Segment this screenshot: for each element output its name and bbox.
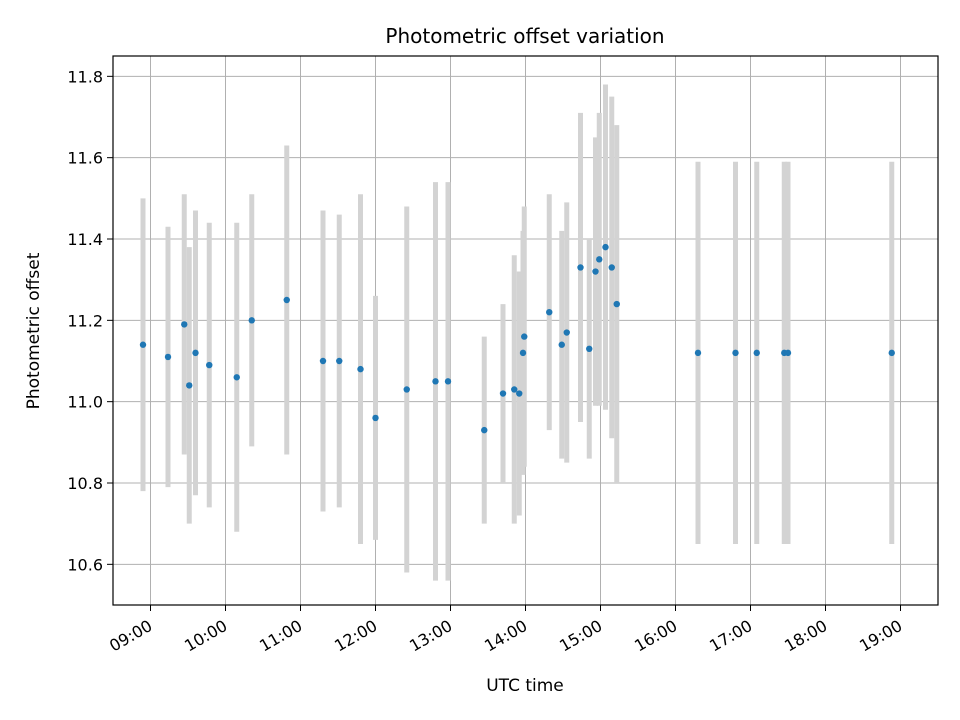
data-point bbox=[432, 378, 439, 385]
data-point bbox=[516, 390, 523, 397]
data-point bbox=[888, 349, 895, 357]
data-point bbox=[519, 349, 527, 357]
data-point bbox=[499, 390, 507, 397]
y-tick-label: 11.8 bbox=[67, 67, 103, 86]
chart-title: Photometric offset variation bbox=[385, 24, 664, 48]
data-point bbox=[206, 361, 213, 369]
data-point bbox=[586, 345, 593, 352]
data-point bbox=[181, 321, 188, 328]
data-point bbox=[403, 386, 410, 393]
data-points bbox=[139, 243, 895, 434]
data-point bbox=[732, 349, 739, 357]
data-point bbox=[248, 317, 255, 324]
data-point bbox=[558, 341, 565, 348]
data-point bbox=[694, 349, 702, 357]
data-point bbox=[372, 414, 379, 422]
data-point bbox=[596, 256, 603, 263]
data-point bbox=[164, 353, 172, 361]
data-point bbox=[444, 378, 452, 385]
data-point bbox=[784, 349, 792, 357]
x-axis-label: UTC time bbox=[486, 676, 564, 696]
data-point bbox=[521, 333, 528, 340]
y-axis-label: Photometric offset bbox=[24, 252, 44, 409]
data-point bbox=[753, 349, 760, 357]
data-point bbox=[613, 300, 620, 308]
data-point bbox=[283, 296, 290, 304]
y-tick-label: 10.6 bbox=[67, 555, 103, 574]
data-point bbox=[602, 243, 609, 251]
data-point bbox=[186, 382, 193, 389]
data-point bbox=[577, 264, 584, 271]
data-point bbox=[592, 268, 599, 275]
y-tick-label: 11.0 bbox=[67, 393, 103, 412]
data-point bbox=[511, 386, 518, 393]
data-point bbox=[608, 264, 615, 271]
data-point bbox=[563, 329, 570, 336]
data-point bbox=[319, 357, 327, 365]
data-point bbox=[357, 365, 364, 373]
data-point bbox=[336, 357, 343, 365]
data-point bbox=[192, 349, 199, 357]
y-tick-label: 11.2 bbox=[67, 311, 103, 330]
y-axis-ticks: 10.6 10.8 11.0 11.2 11.4 11.6 11.8 bbox=[67, 67, 113, 574]
data-point bbox=[481, 426, 488, 434]
y-tick-label: 11.4 bbox=[67, 230, 103, 249]
data-point bbox=[139, 341, 147, 348]
data-point bbox=[546, 309, 553, 316]
y-tick-label: 11.6 bbox=[67, 149, 103, 168]
data-point bbox=[233, 374, 240, 381]
y-tick-label: 10.8 bbox=[67, 474, 103, 493]
